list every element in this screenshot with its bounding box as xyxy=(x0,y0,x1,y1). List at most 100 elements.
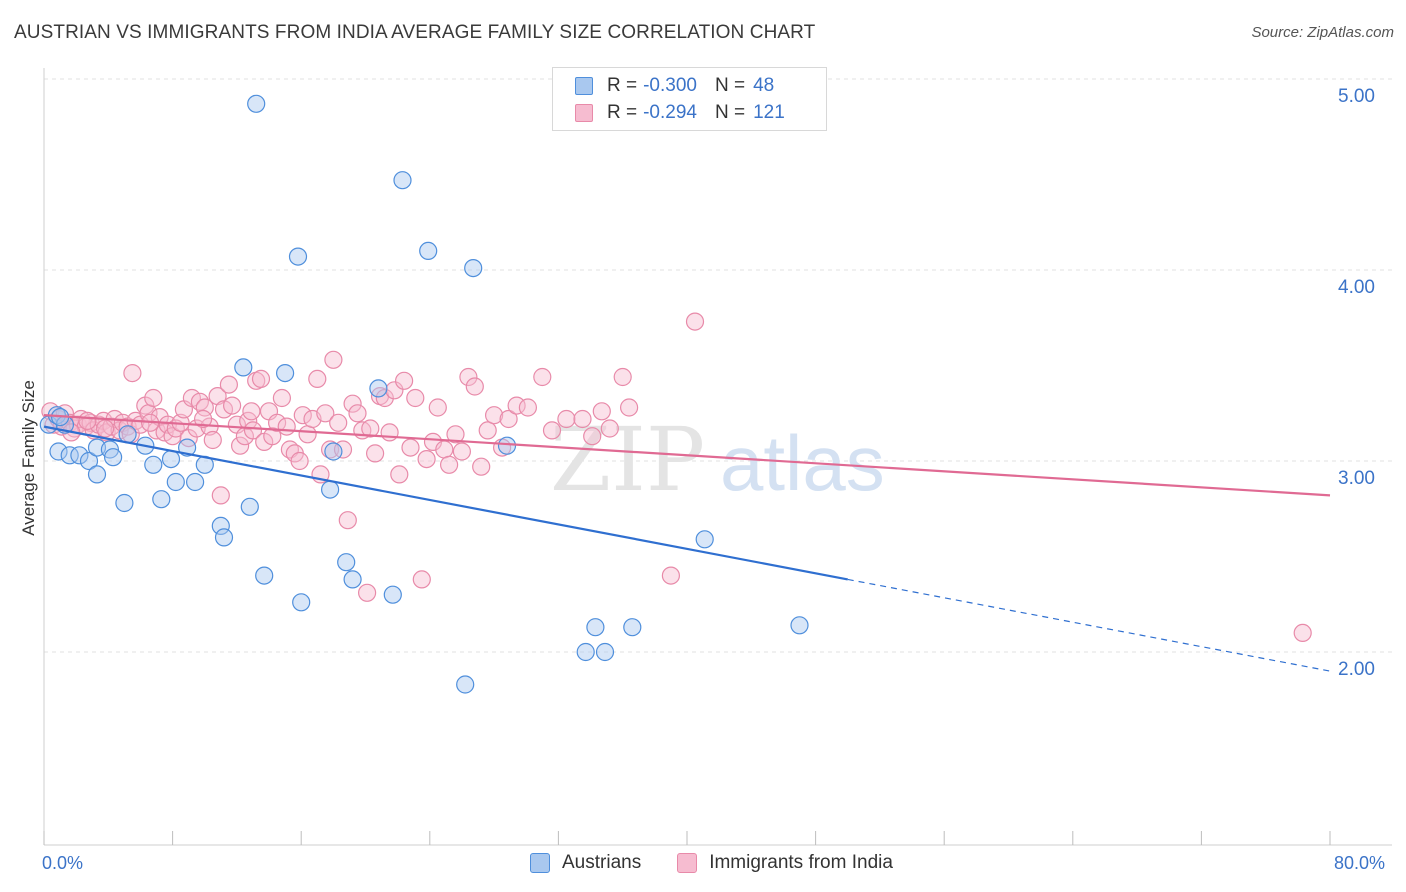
point-india xyxy=(600,419,619,438)
point-india xyxy=(338,511,357,530)
india-legend-swatch xyxy=(677,853,698,873)
y-tick-4: 4.00 xyxy=(1338,277,1375,298)
point-india xyxy=(406,388,425,408)
point-india xyxy=(619,398,639,417)
point-austrians xyxy=(276,364,295,383)
point-india xyxy=(613,367,632,387)
point-india xyxy=(290,451,309,471)
point-austrians xyxy=(79,451,99,471)
point-india xyxy=(518,398,538,417)
point-india xyxy=(557,409,576,429)
legend-label-india: Immigrants from India xyxy=(709,852,893,873)
point-austrians xyxy=(337,553,356,572)
legend-item-india[interactable]: Immigrants from India xyxy=(677,852,893,874)
point-india xyxy=(485,406,504,425)
point-austrians xyxy=(178,438,197,457)
point-austrians xyxy=(152,490,171,509)
r-label: R = xyxy=(607,75,638,96)
point-austrians xyxy=(623,618,642,637)
point-india xyxy=(375,388,394,408)
point-india xyxy=(308,369,327,388)
point-india xyxy=(343,394,362,413)
point-india xyxy=(316,404,335,423)
point-austrians xyxy=(247,94,266,113)
point-india xyxy=(428,398,447,417)
legend-item-austrians[interactable]: Austrians xyxy=(530,852,641,874)
point-india xyxy=(366,444,385,463)
r-value-austrians: -0.300 xyxy=(643,75,697,96)
point-india xyxy=(661,566,681,585)
point-india xyxy=(263,427,282,446)
point-india xyxy=(123,364,142,383)
point-india xyxy=(380,423,399,442)
y-tick-2: 2.00 xyxy=(1338,659,1375,680)
point-india xyxy=(685,312,705,331)
series-austrians xyxy=(39,94,809,694)
point-austrians xyxy=(456,675,475,694)
point-austrians xyxy=(87,465,107,484)
point-india xyxy=(324,350,343,369)
point-austrians xyxy=(103,448,123,467)
point-india xyxy=(401,438,420,457)
trend-austrians-extrapolated xyxy=(847,578,1331,672)
point-india xyxy=(219,375,238,394)
point-austrians xyxy=(497,436,517,455)
watermark: ZIP atlas xyxy=(550,408,885,511)
point-austrians xyxy=(464,259,483,278)
point-india xyxy=(1293,623,1312,643)
point-india xyxy=(542,421,562,440)
austrians-swatch xyxy=(575,77,593,95)
point-india xyxy=(440,455,459,474)
point-india xyxy=(231,436,250,455)
n-value-india: 121 xyxy=(753,102,785,123)
point-india xyxy=(472,457,491,476)
point-austrians xyxy=(186,472,205,492)
point-austrians xyxy=(595,642,615,662)
trend-lines xyxy=(43,414,1331,672)
n-label: N = xyxy=(714,102,746,123)
point-india xyxy=(390,465,409,484)
x-tick-right: 80.0% xyxy=(1334,853,1386,873)
point-austrians xyxy=(321,480,340,499)
point-india xyxy=(272,388,291,408)
stats-row-india: R = -0.294 N = 121 xyxy=(575,101,785,125)
point-austrians xyxy=(166,472,185,492)
point-austrians xyxy=(144,455,163,474)
point-india xyxy=(95,419,115,438)
point-austrians xyxy=(393,171,412,190)
point-india xyxy=(203,430,222,450)
chart-title: AUSTRIAN VS IMMIGRANTS FROM INDIA AVERAG… xyxy=(14,22,816,43)
point-india xyxy=(478,421,497,440)
india-swatch xyxy=(575,104,593,122)
point-india xyxy=(321,440,340,459)
n-label: N = xyxy=(714,75,746,96)
point-india xyxy=(242,402,261,421)
point-india xyxy=(459,367,478,387)
point-austrians xyxy=(695,530,714,549)
r-label: R = xyxy=(607,102,638,123)
point-india xyxy=(329,413,348,432)
point-india xyxy=(533,367,552,387)
austrians-legend-swatch xyxy=(530,853,550,873)
point-austrians xyxy=(240,497,259,516)
point-india xyxy=(385,381,404,400)
r-value-india: -0.294 xyxy=(643,102,697,123)
legend-label-austrians: Austrians xyxy=(562,852,642,873)
point-india xyxy=(452,442,471,461)
point-india xyxy=(361,419,380,438)
y-tick-3: 3.00 xyxy=(1338,468,1375,489)
point-india xyxy=(435,440,454,459)
point-india xyxy=(194,409,213,429)
point-india xyxy=(195,398,214,417)
axes xyxy=(43,68,1392,846)
point-austrians xyxy=(288,247,308,266)
y-axis-label: Average Family Size xyxy=(19,380,38,536)
source-credit: Source: ZipAtlas.com xyxy=(1251,24,1394,41)
point-india xyxy=(348,404,367,423)
n-value-austrians: 48 xyxy=(753,75,775,96)
point-austrians xyxy=(49,442,68,461)
point-austrians xyxy=(255,566,274,585)
point-austrians xyxy=(369,379,388,398)
point-india xyxy=(465,377,484,396)
